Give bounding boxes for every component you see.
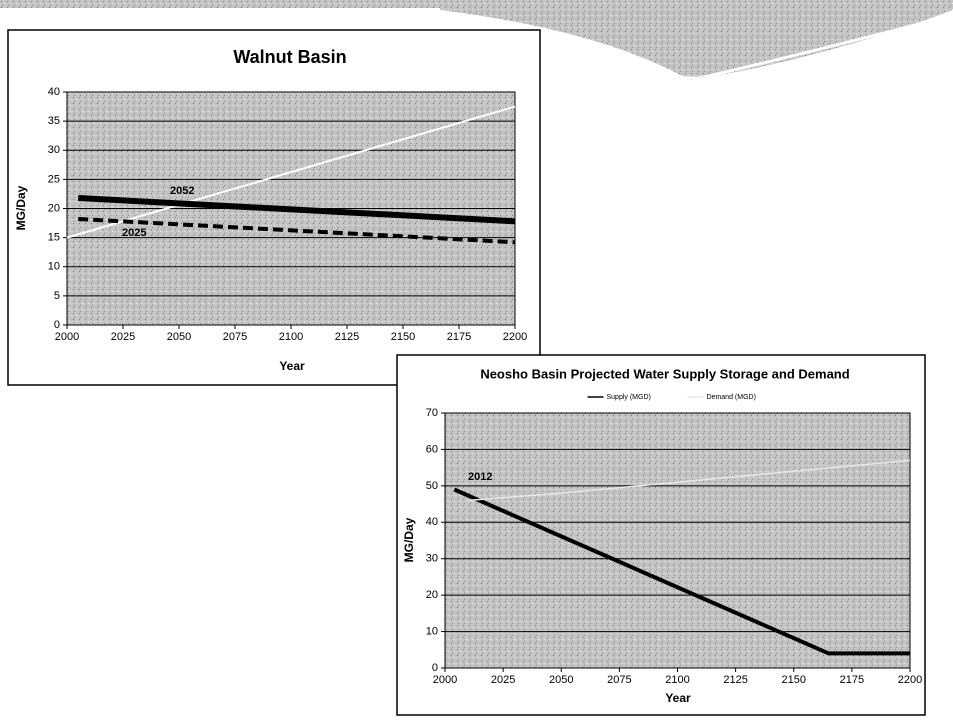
x-tick-label: 2150 [782,674,806,686]
x-tick-label: 2150 [391,331,415,343]
swoosh-line [539,13,953,80]
y-axis-label: MG/Day [14,185,28,230]
y-tick-label: 40 [48,86,60,98]
x-tick-label: 2050 [167,331,191,343]
y-axis-label: MG/Day [402,517,416,562]
x-tick-label: 2025 [491,674,515,686]
y-tick-label: 0 [432,662,438,674]
x-tick-label: 2125 [723,674,747,686]
x-tick-label: 2000 [55,331,79,343]
y-tick-label: 40 [426,516,438,528]
header-swoosh [440,0,953,80]
data-line [453,487,910,656]
y-tick-label: 10 [426,625,438,637]
x-tick-label: 2000 [433,674,457,686]
y-tick-label: 70 [426,407,438,419]
x-tick-label: 2175 [447,331,471,343]
top-band [0,0,953,8]
y-tick-label: 50 [426,480,438,492]
x-tick-label: 2200 [898,674,922,686]
y-tick-label: 20 [48,202,60,214]
y-tick-label: 5 [54,290,60,302]
x-tick-label: 2200 [503,331,527,343]
x-tick-label: 2175 [840,674,864,686]
x-tick-label: 2125 [335,331,359,343]
x-tick-label: 2100 [665,674,689,686]
y-tick-label: 0 [54,319,60,331]
y-tick-label: 25 [48,173,60,185]
x-axis-label: Year [665,691,691,705]
legend-label: Demand (MGD) [707,394,756,401]
y-tick-label: 60 [426,443,438,455]
chart-title: Walnut Basin [233,47,346,67]
y-tick-label: 30 [426,553,438,565]
y-tick-label: 20 [426,589,438,601]
y-tick-label: 15 [48,232,60,244]
x-tick-label: 2075 [607,674,631,686]
x-tick-label: 2050 [549,674,573,686]
annotation: 2012 [468,471,492,483]
data-line [78,216,516,245]
data-line [78,195,516,225]
annotation: 2025 [122,227,146,239]
legend-label: Supply (MGD) [607,394,651,401]
y-tick-label: 30 [48,144,60,156]
x-axis-label: Year [279,359,305,373]
annotation: 2052 [170,185,194,197]
plot-area [444,412,911,669]
y-tick-label: 35 [48,115,60,127]
x-tick-label: 2075 [223,331,247,343]
y-tick-label: 10 [48,261,60,273]
chart-title: Neosho Basin Projected Water Supply Stor… [480,366,849,381]
x-tick-label: 2100 [279,331,303,343]
data-line [468,459,911,502]
data-line [66,105,516,239]
x-tick-label: 2025 [111,331,135,343]
